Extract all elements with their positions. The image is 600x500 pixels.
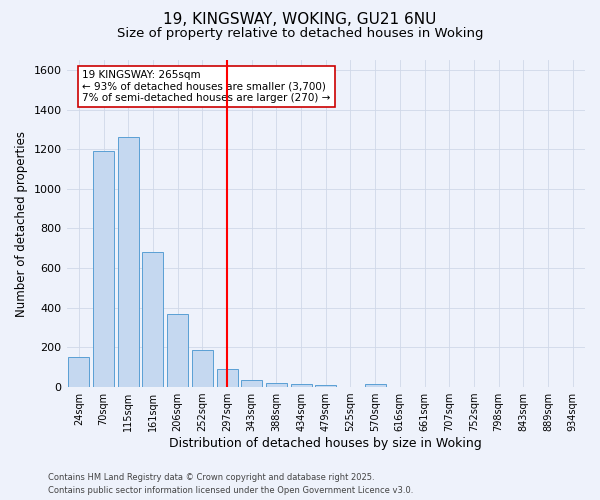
Bar — [68, 358, 89, 387]
Text: 19, KINGSWAY, WOKING, GU21 6NU: 19, KINGSWAY, WOKING, GU21 6NU — [163, 12, 437, 28]
Text: Contains HM Land Registry data © Crown copyright and database right 2025.: Contains HM Land Registry data © Crown c… — [48, 474, 374, 482]
Bar — [365, 384, 386, 387]
Bar — [192, 350, 213, 387]
Y-axis label: Number of detached properties: Number of detached properties — [15, 130, 28, 316]
Bar — [217, 369, 238, 387]
Bar — [93, 151, 114, 387]
Bar — [290, 384, 311, 387]
Text: 19 KINGSWAY: 265sqm
← 93% of detached houses are smaller (3,700)
7% of semi-deta: 19 KINGSWAY: 265sqm ← 93% of detached ho… — [82, 70, 331, 103]
X-axis label: Distribution of detached houses by size in Woking: Distribution of detached houses by size … — [169, 437, 482, 450]
Bar — [118, 138, 139, 387]
Bar — [142, 252, 163, 387]
Text: Size of property relative to detached houses in Woking: Size of property relative to detached ho… — [117, 28, 483, 40]
Bar — [315, 385, 336, 387]
Bar — [241, 380, 262, 387]
Bar — [167, 314, 188, 387]
Bar — [266, 383, 287, 387]
Text: Contains public sector information licensed under the Open Government Licence v3: Contains public sector information licen… — [48, 486, 413, 495]
